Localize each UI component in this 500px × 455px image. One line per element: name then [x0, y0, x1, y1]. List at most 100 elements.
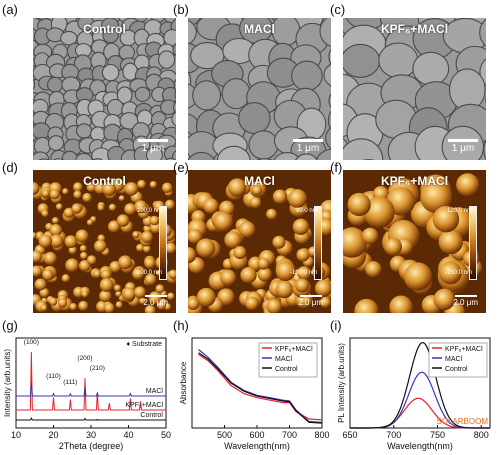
afm-grain: [49, 224, 63, 237]
afm-grain: [39, 287, 50, 298]
afm-grain: [438, 229, 463, 255]
panel-label-i: (i): [330, 318, 342, 333]
afm-grain: [167, 292, 175, 300]
sem-title-control: Control: [83, 22, 126, 36]
grain-texture: [343, 18, 486, 160]
series-label: Control: [140, 412, 163, 419]
legend-label: MACl: [445, 356, 463, 363]
peak-annotation: (100): [24, 339, 39, 346]
grain: [378, 42, 419, 79]
xrd-chart: 10 20 30 40 50 2Theta (degree) Intensity (arb.…: [3, 337, 171, 451]
afm-grain: [73, 182, 83, 192]
legend-label: MACl: [275, 356, 293, 363]
afm-grain: [456, 173, 480, 197]
afm-grain: [33, 232, 37, 239]
afm-grain: [124, 203, 137, 216]
panel-label-e: (e): [173, 160, 189, 175]
afm-grain: [292, 218, 310, 235]
grain: [319, 18, 331, 47]
afm-grain: [104, 302, 115, 313]
grain: [172, 101, 176, 114]
afm-grain: [188, 246, 197, 264]
afm-texture: [343, 173, 483, 313]
afm-grain: [33, 182, 40, 196]
y-axis-label: PL Intensity (arb.units): [337, 343, 346, 423]
grain: [273, 151, 301, 160]
afm-grain: [33, 250, 43, 263]
afm-grain: [51, 217, 59, 225]
xrd-series-line: [16, 417, 166, 421]
afm-grain: [73, 190, 82, 199]
afm-grain: [165, 242, 176, 254]
x-tick-label: 500: [217, 430, 232, 440]
legend-label: KPF₆+MACl: [275, 346, 313, 353]
afm-title-macl: MACl: [244, 174, 275, 188]
substrate-note: ♦ Substrate: [127, 341, 163, 348]
afm-grain: [143, 224, 152, 234]
afm-grain: [49, 234, 64, 248]
afm-grain: [354, 298, 379, 313]
afm-grain: [361, 227, 379, 245]
panel-label-a: (a): [2, 2, 18, 17]
afm-grain: [99, 289, 112, 303]
afm-grain: [68, 246, 77, 255]
scale-bar: 2.0 μm: [298, 295, 323, 307]
series-label: KPF₆+MACl: [125, 402, 163, 409]
sem-image-macl: MACl 1 μm: [188, 18, 331, 160]
grain: [38, 158, 50, 160]
afm-grain: [196, 287, 216, 307]
grain: [61, 150, 78, 160]
x-tick-label: 700: [282, 430, 297, 440]
panel-label-d: (d): [2, 160, 18, 175]
afm-grain: [144, 257, 156, 269]
afm-grain: [115, 290, 122, 298]
grain: [33, 122, 51, 140]
afm-grain: [319, 296, 331, 308]
y-axis-label: Intensity (arb.units): [3, 349, 12, 417]
grain: [479, 18, 486, 47]
pl-series-line: [350, 342, 490, 429]
grain: [327, 110, 331, 131]
afm-grain: [149, 180, 157, 189]
afm-grain: [109, 260, 122, 273]
grain: [328, 48, 331, 65]
afm-grain: [34, 278, 47, 291]
grain: [157, 50, 176, 69]
afm-grain: [93, 239, 107, 253]
afm-grain: [275, 261, 296, 282]
afm-grain: [249, 196, 262, 209]
peak-annotation: (111): [63, 379, 77, 386]
afm-image-macl: MACl 90.0 nm -100.0 nm 2.0 μm: [188, 170, 331, 313]
grain: [92, 158, 103, 160]
plot-frame: [349, 337, 491, 429]
afm-grain: [63, 207, 75, 218]
absorbance-chart: 500 600 700 800 Wavelength(nm) Absorbance KPF₆…: [179, 337, 330, 451]
grain: [294, 153, 319, 160]
sem-title-macl: MACl: [244, 22, 275, 36]
grain: [316, 148, 331, 160]
afm-grain: [118, 195, 125, 202]
afm-grain: [57, 298, 68, 308]
afm-grain: [62, 188, 69, 195]
afm-grain: [49, 189, 60, 200]
color-scale-max: 120.0 nm: [447, 208, 473, 214]
afm-grain: [384, 237, 403, 256]
grain-texture: [33, 18, 176, 160]
afm-grain: [240, 266, 257, 284]
color-scale-min: -150.0 nm: [445, 270, 473, 276]
afm-grain: [93, 269, 102, 279]
x-tick-label: 20: [48, 430, 58, 440]
grain: [46, 76, 64, 93]
afm-grain: [79, 245, 87, 252]
peak-annotation: (110): [46, 373, 61, 380]
afm-grain: [142, 244, 151, 253]
absorbance-series-line: [198, 352, 323, 424]
afm-grain: [86, 255, 97, 265]
legend-label: KPF₆+MACl: [445, 346, 483, 353]
grain: [47, 135, 65, 151]
pl-chart: 650 700 750 800 Wavelength(nm) PL Intensity (…: [337, 337, 491, 451]
grain: [106, 98, 124, 117]
grain: [171, 150, 176, 160]
color-scale-bar: [469, 206, 477, 280]
afm-grain: [43, 251, 57, 265]
